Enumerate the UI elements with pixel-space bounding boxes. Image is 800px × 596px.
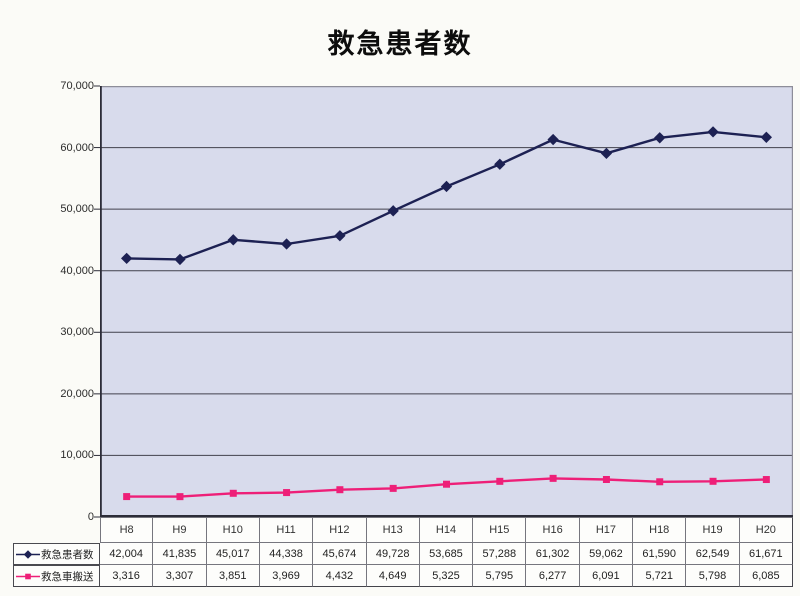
chart-title: 救急患者数 bbox=[327, 29, 473, 59]
y-tick-label: 0 bbox=[87, 511, 94, 523]
square-marker bbox=[549, 474, 557, 482]
x-category-cell: H19 bbox=[686, 517, 740, 543]
value-cell: 61,590 bbox=[633, 543, 687, 565]
value-cell: 41,835 bbox=[153, 543, 207, 565]
diamond-marker bbox=[600, 147, 613, 160]
value-cell: 61,302 bbox=[526, 543, 580, 565]
y-tick-label: 10,000 bbox=[60, 449, 94, 462]
value-cell: 61,671 bbox=[739, 543, 793, 565]
x-category-cell: H15 bbox=[473, 517, 527, 543]
series-name-label: 救急患者数 bbox=[41, 548, 94, 561]
square-marker bbox=[176, 493, 184, 501]
value-cell: 3,316 bbox=[100, 565, 154, 587]
y-axis-labels: 0 10,000 20,000 30,000 40,000 50,000 60,000 70,… bbox=[18, 0, 94, 596]
value-cell: 3,307 bbox=[153, 565, 207, 587]
y-tick-label: 70,000 bbox=[60, 80, 94, 92]
value-cell: 5,721 bbox=[633, 565, 687, 587]
line-chart bbox=[94, 85, 794, 518]
series-marker-icon bbox=[16, 573, 40, 579]
value-cell: 4,649 bbox=[366, 565, 420, 587]
diamond-marker bbox=[760, 131, 773, 143]
plot-area bbox=[94, 85, 794, 518]
value-cell: 5,795 bbox=[473, 565, 527, 587]
value-cell: 5,325 bbox=[419, 565, 474, 587]
value-cell: 45,017 bbox=[206, 543, 260, 565]
plot-background bbox=[100, 86, 793, 517]
y-tick-label: 20,000 bbox=[60, 387, 94, 400]
square-marker bbox=[602, 475, 610, 483]
square-marker bbox=[336, 486, 344, 494]
square-marker bbox=[283, 489, 291, 497]
y-tick-label: 60,000 bbox=[60, 141, 94, 154]
x-category-cell: H14 bbox=[419, 517, 474, 543]
value-cell: 6,091 bbox=[579, 565, 634, 587]
diamond-marker bbox=[227, 234, 239, 246]
value-cell: 53,685 bbox=[419, 543, 474, 565]
y-tick-label: 50,000 bbox=[60, 203, 94, 216]
y-tick-label: 40,000 bbox=[60, 264, 94, 277]
x-category-cell: H9 bbox=[153, 517, 207, 543]
value-cell: 45,674 bbox=[313, 543, 367, 565]
x-category-cell: H13 bbox=[366, 517, 420, 543]
x-category-cell: H20 bbox=[739, 517, 793, 543]
series-legend-cell: 救急患者数 bbox=[13, 543, 100, 565]
square-marker bbox=[496, 477, 504, 485]
value-cell: 59,062 bbox=[579, 543, 634, 565]
value-cell: 44,338 bbox=[259, 543, 314, 565]
square-marker bbox=[229, 489, 237, 497]
square-marker bbox=[389, 484, 397, 492]
square-marker bbox=[656, 478, 664, 486]
value-cell: 6,085 bbox=[739, 565, 793, 587]
square-marker bbox=[762, 476, 770, 484]
square-marker bbox=[443, 480, 450, 488]
value-cell: 49,728 bbox=[366, 543, 420, 565]
x-category-cell: H8 bbox=[100, 517, 154, 543]
diamond-marker bbox=[440, 180, 453, 193]
value-cell: 3,969 bbox=[259, 565, 314, 587]
diamond-marker bbox=[280, 238, 293, 250]
value-cell: 42,004 bbox=[100, 543, 154, 565]
value-cell: 5,798 bbox=[686, 565, 740, 587]
value-cell: 4,432 bbox=[313, 565, 367, 587]
data-table: H8 H9 H10 H11 H12 H13 H14 H15 H16 H17 H18 H19 H20 救急患… bbox=[13, 517, 793, 587]
x-category-cell: H16 bbox=[526, 517, 580, 543]
square-marker bbox=[709, 477, 717, 485]
series-legend-cell: 救急車搬送 bbox=[13, 565, 100, 587]
value-cell: 6,277 bbox=[526, 565, 580, 587]
x-category-cell: H10 bbox=[206, 517, 260, 543]
diamond-marker bbox=[547, 133, 559, 146]
square-marker bbox=[123, 493, 131, 501]
x-category-cell: H17 bbox=[579, 517, 634, 543]
x-category-cell: H12 bbox=[313, 517, 367, 543]
x-category-cell: H11 bbox=[259, 517, 314, 543]
series-name-label: 救急車搬送 bbox=[41, 570, 94, 583]
value-cell: 3,851 bbox=[206, 565, 260, 587]
x-category-cell: H18 bbox=[633, 517, 687, 543]
diamond-marker bbox=[494, 158, 506, 170]
value-cell: 57,288 bbox=[473, 543, 527, 565]
diamond-marker bbox=[174, 253, 186, 266]
table-corner-cell bbox=[13, 517, 100, 543]
value-cell: 62,549 bbox=[686, 543, 740, 565]
diamond-marker bbox=[334, 230, 346, 242]
series-marker-icon bbox=[16, 549, 40, 559]
y-tick-label: 30,000 bbox=[60, 326, 94, 339]
